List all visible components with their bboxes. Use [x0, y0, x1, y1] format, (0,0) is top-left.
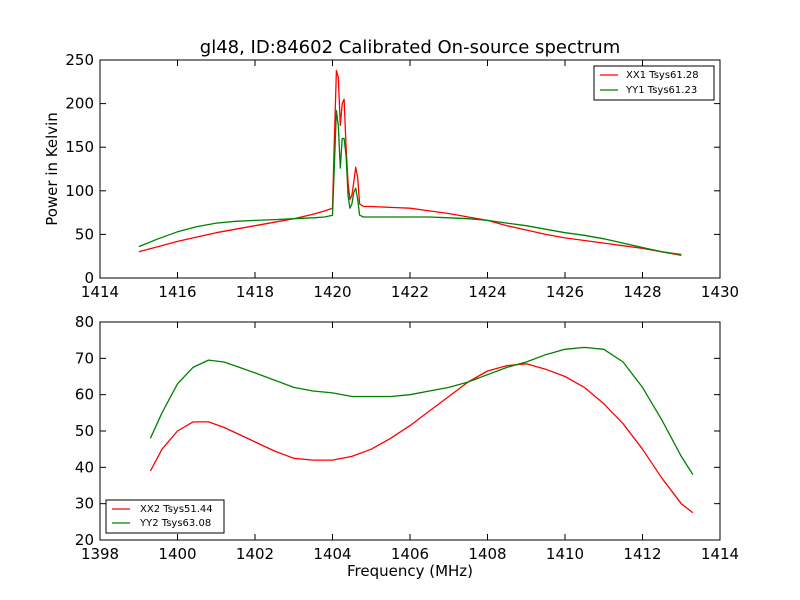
x-tick-label-top: 1420 — [313, 283, 351, 301]
ticks-bottom: 1398 1400 1402 1404 1406 1408 1410 1412 1414 20 30… — [75, 313, 739, 563]
series-line-xx1 — [138, 69, 682, 256]
x-tick-label-bottom: 1414 — [701, 545, 739, 563]
series-line-yy1 — [138, 109, 682, 256]
x-tick-label-bottom: 1410 — [546, 545, 584, 563]
y-tick-label-bottom: 50 — [75, 422, 94, 440]
x-tick-label-top: 1428 — [623, 283, 661, 301]
x-tick-label-top: 1424 — [468, 283, 506, 301]
bottom-panel: 1398 1400 1402 1404 1406 1408 1410 1412 1414 20 30… — [75, 313, 739, 580]
x-tick-label-bottom: 1402 — [236, 545, 274, 563]
legend-label-yy1: YY1 Tsys61.23 — [625, 85, 697, 96]
legend-label-xx1: XX1 Tsys61.28 — [626, 70, 699, 81]
x-tick-label-top: 1422 — [391, 283, 429, 301]
x-tick-label-top: 1414 — [81, 283, 119, 301]
y-tick-label-bottom: 40 — [75, 458, 94, 476]
top-panel: gl48, ID:84602 Calibrated On-source spec… — [43, 37, 739, 301]
x-tick-label-bottom: 1412 — [623, 545, 661, 563]
y-tick-label-top: 100 — [65, 182, 94, 200]
x-tick-label-bottom: 1408 — [468, 545, 506, 563]
series-line-yy2 — [149, 346, 694, 475]
y-tick-label-bottom: 70 — [75, 349, 94, 367]
legend-box-bottom — [105, 499, 225, 534]
x-tick-label-top: 1430 — [701, 283, 739, 301]
series-line-xx2 — [149, 363, 694, 514]
ticks-top: 1414 1416 1418 1420 1422 1424 1426 1428 1430 0 50 1… — [65, 51, 739, 301]
y-tick-label-top: 200 — [65, 95, 94, 113]
legend-label-yy2: YY2 Tsys63.08 — [139, 518, 211, 529]
legend-top: XX1 Tsys61.28 YY1 Tsys61.23 — [593, 65, 715, 101]
y-axis-label: Power in Kelvin — [43, 112, 61, 226]
legend-box-top — [593, 65, 715, 101]
legend-label-xx2: XX2 Tsys51.44 — [140, 504, 213, 515]
x-tick-label-bottom: 1398 — [81, 545, 119, 563]
y-tick-label-bottom: 80 — [75, 313, 94, 331]
x-tick-label-bottom: 1406 — [391, 545, 429, 563]
y-tick-label-top: 50 — [75, 225, 94, 243]
x-tick-label-top: 1426 — [546, 283, 584, 301]
y-tick-label-top: 250 — [65, 51, 94, 69]
x-tick-label-top: 1418 — [236, 283, 274, 301]
legend-bottom: XX2 Tsys51.44 YY2 Tsys63.08 — [105, 499, 225, 534]
y-tick-label-top: 0 — [84, 269, 94, 287]
x-tick-label-bottom: 1400 — [158, 545, 196, 563]
x-tick-label-top: 1416 — [158, 283, 196, 301]
x-axis-label: Frequency (MHz) — [347, 562, 473, 580]
y-tick-label-bottom: 20 — [75, 531, 94, 549]
y-tick-label-bottom: 60 — [75, 386, 94, 404]
series-layer-bottom — [149, 346, 694, 514]
y-tick-label-bottom: 30 — [75, 495, 94, 513]
series-layer-top — [138, 69, 682, 256]
chart-title: gl48, ID:84602 Calibrated On-source spec… — [200, 37, 620, 58]
y-tick-label-top: 150 — [65, 138, 94, 156]
x-tick-label-bottom: 1404 — [313, 545, 351, 563]
